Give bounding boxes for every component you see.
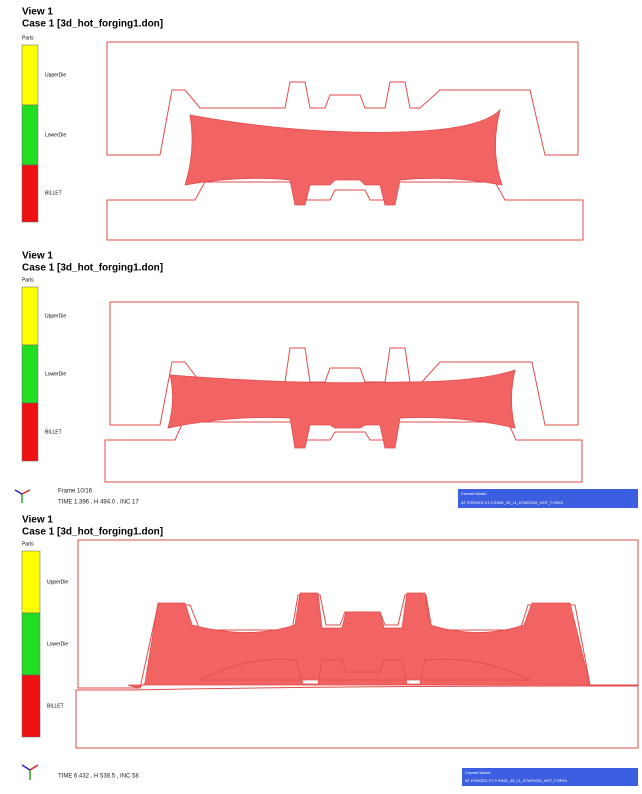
panel: View 1 Case 1 [3d_hot_forging1.don] Part…	[15, 251, 638, 508]
status-text: TIME 1.396 , H 494.0 , INC 17	[58, 500, 139, 506]
model-bar-title: Current Model	[461, 491, 486, 496]
model-bar-text: AT FORGE3 V7.3 RING_35_11_ETAP2OD_HOT_FO…	[465, 778, 567, 783]
legend-swatch	[22, 551, 40, 613]
panel: View 1 Case 1 [3d_hot_forging1.don] Part…	[22, 7, 583, 240]
axis-icon	[22, 765, 38, 780]
legend-label: BILLET	[45, 190, 62, 196]
view-title: View 1	[22, 515, 53, 526]
billet	[168, 370, 515, 448]
legend-label: BILLET	[47, 703, 64, 709]
case-title: Case 1 [3d_hot_forging1.don]	[22, 527, 163, 538]
case-title: Case 1 [3d_hot_forging1.don]	[22, 19, 163, 30]
legend-swatch	[22, 675, 40, 737]
legend-label: LowerDie	[45, 371, 66, 377]
lower-die	[76, 686, 638, 748]
view-title: View 1	[22, 251, 53, 262]
legend-title: Parts	[22, 277, 34, 283]
panel: View 1 Case 1 [3d_hot_forging1.don] Part…	[22, 515, 638, 786]
legend-swatch	[22, 105, 38, 165]
legend-label: LowerDie	[47, 641, 68, 647]
billet	[128, 593, 590, 687]
legend-swatch	[22, 345, 38, 403]
legend-title: Parts	[22, 541, 34, 547]
view-title: View 1	[22, 7, 53, 18]
legend-swatch	[22, 403, 38, 461]
legend-swatch	[22, 165, 38, 222]
legend-label: UpperDie	[45, 313, 66, 319]
legend-swatch	[22, 45, 38, 105]
legend-swatch	[22, 613, 40, 675]
status-text: TIME 6.432 , H 538.5 , INC 58	[58, 774, 139, 780]
case-title: Case 1 [3d_hot_forging1.don]	[22, 263, 163, 274]
frame-label: Frame 10/16	[58, 489, 93, 495]
axis-icon	[15, 490, 30, 503]
model-bar-text: AT FORGE3 V7.3 RING_35_11_ETAP2OD_HOT_FO…	[461, 500, 563, 505]
legend-swatch	[22, 287, 38, 345]
legend-label: UpperDie	[47, 579, 68, 585]
legend-label: BILLET	[45, 429, 62, 435]
legend-title: Parts	[22, 35, 34, 41]
legend-label: LowerDie	[45, 132, 66, 138]
lower-die	[107, 182, 583, 240]
screen: View 1 Case 1 [3d_hot_forging1.don] Part…	[0, 0, 642, 789]
billet	[185, 110, 502, 205]
model-bar-title: Current Model	[465, 770, 490, 775]
legend-label: UpperDie	[45, 72, 66, 78]
lower-die	[105, 422, 582, 482]
